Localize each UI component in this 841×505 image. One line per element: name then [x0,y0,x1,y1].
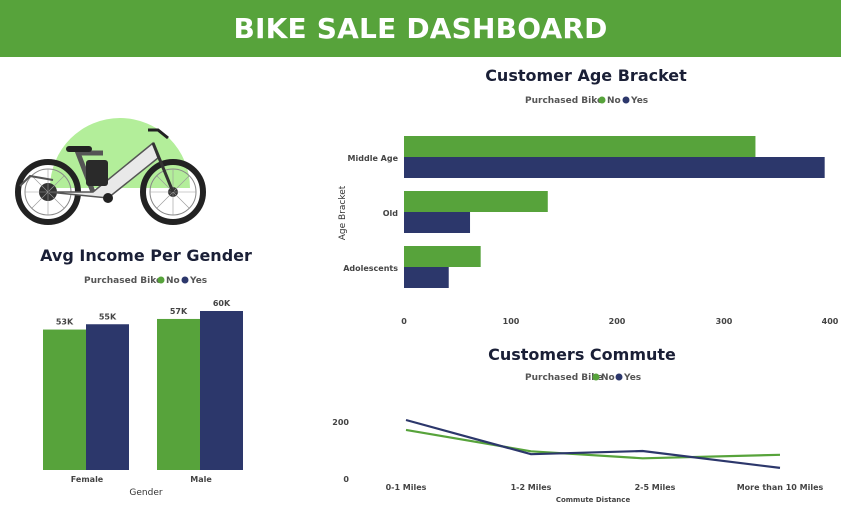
age-category-label: Middle Age [348,154,399,163]
commute-legend-no-marker [592,373,600,381]
income-bar [157,318,200,470]
income-legend-no-marker [157,276,165,284]
income-chart: Avg Income Per Gender Purchased Bike No … [40,246,252,498]
age-legend-no: No [607,96,621,106]
age-legend-yes-marker [622,96,630,104]
income-legend-no: No [166,276,180,286]
age-legend-title: Purchased Bike [525,96,603,106]
commute-x-axis-label: Commute Distance [556,496,631,504]
commute-legend[interactable]: Purchased Bike No Yes [525,373,641,383]
bicycle-illustration [15,118,206,225]
age-x-tick: 300 [716,317,733,326]
age-x-tick: 0 [401,317,407,326]
age-x-tick: 100 [503,317,520,326]
income-data-label: 53K [56,318,74,327]
commute-category-label: 2-5 Miles [635,483,676,492]
age-y-axis-label: Age Bracket [338,185,348,240]
income-category-label: Female [71,475,104,484]
age-bar [404,267,449,288]
age-legend-yes: Yes [630,96,648,106]
age-bar [404,212,471,233]
income-legend-title: Purchased Bike [84,276,162,286]
income-bar [86,324,129,470]
age-bar [404,191,548,212]
age-category-label: Adolescents [343,264,398,273]
bike-frame [19,128,175,203]
commute-category-label: 1-2 Miles [511,483,552,492]
age-x-tick: 400 [822,317,839,326]
dashboard-title: BIKE SALE DASHBOARD [233,12,608,45]
income-data-label: 60K [213,299,231,308]
commute-legend-title: Purchased Bike [525,373,603,383]
commute-chart: Customers Commute Purchased Bike No Yes … [332,345,823,504]
commute-legend-yes-marker [615,373,623,381]
commute-y-tick: 200 [332,418,349,427]
income-bar [43,329,86,470]
income-x-axis-label: Gender [129,488,162,498]
age-x-tick: 200 [609,317,626,326]
commute-legend-yes: Yes [623,373,641,383]
age-chart-title: Customer Age Bracket [485,66,687,85]
age-bar [404,157,825,178]
income-legend-yes: Yes [189,276,207,286]
income-data-label: 55K [99,312,117,321]
commute-legend-no: No [601,373,615,383]
commute-line-yes [405,418,781,469]
commute-category-label: More than 10 Miles [737,483,824,492]
commute-category-label: 0-1 Miles [386,483,427,492]
income-data-label: 57K [170,307,188,316]
income-legend[interactable]: Purchased Bike No Yes [84,276,207,286]
commute-line-no [405,428,781,460]
age-legend[interactable]: Purchased Bike No Yes [525,96,648,106]
commute-y-tick: 0 [343,475,349,484]
age-legend-no-marker [598,96,606,104]
income-category-label: Male [190,475,212,484]
dashboard-header: BIKE SALE DASHBOARD [0,0,841,57]
age-category-label: Old [383,209,399,218]
income-chart-title: Avg Income Per Gender [40,246,252,265]
income-bar [200,311,243,470]
income-legend-yes-marker [181,276,189,284]
commute-chart-title: Customers Commute [488,345,676,364]
age-bar [404,246,481,267]
age-chart: Customer Age Bracket Purchased Bike No Y… [338,66,839,326]
age-bar [404,136,756,157]
